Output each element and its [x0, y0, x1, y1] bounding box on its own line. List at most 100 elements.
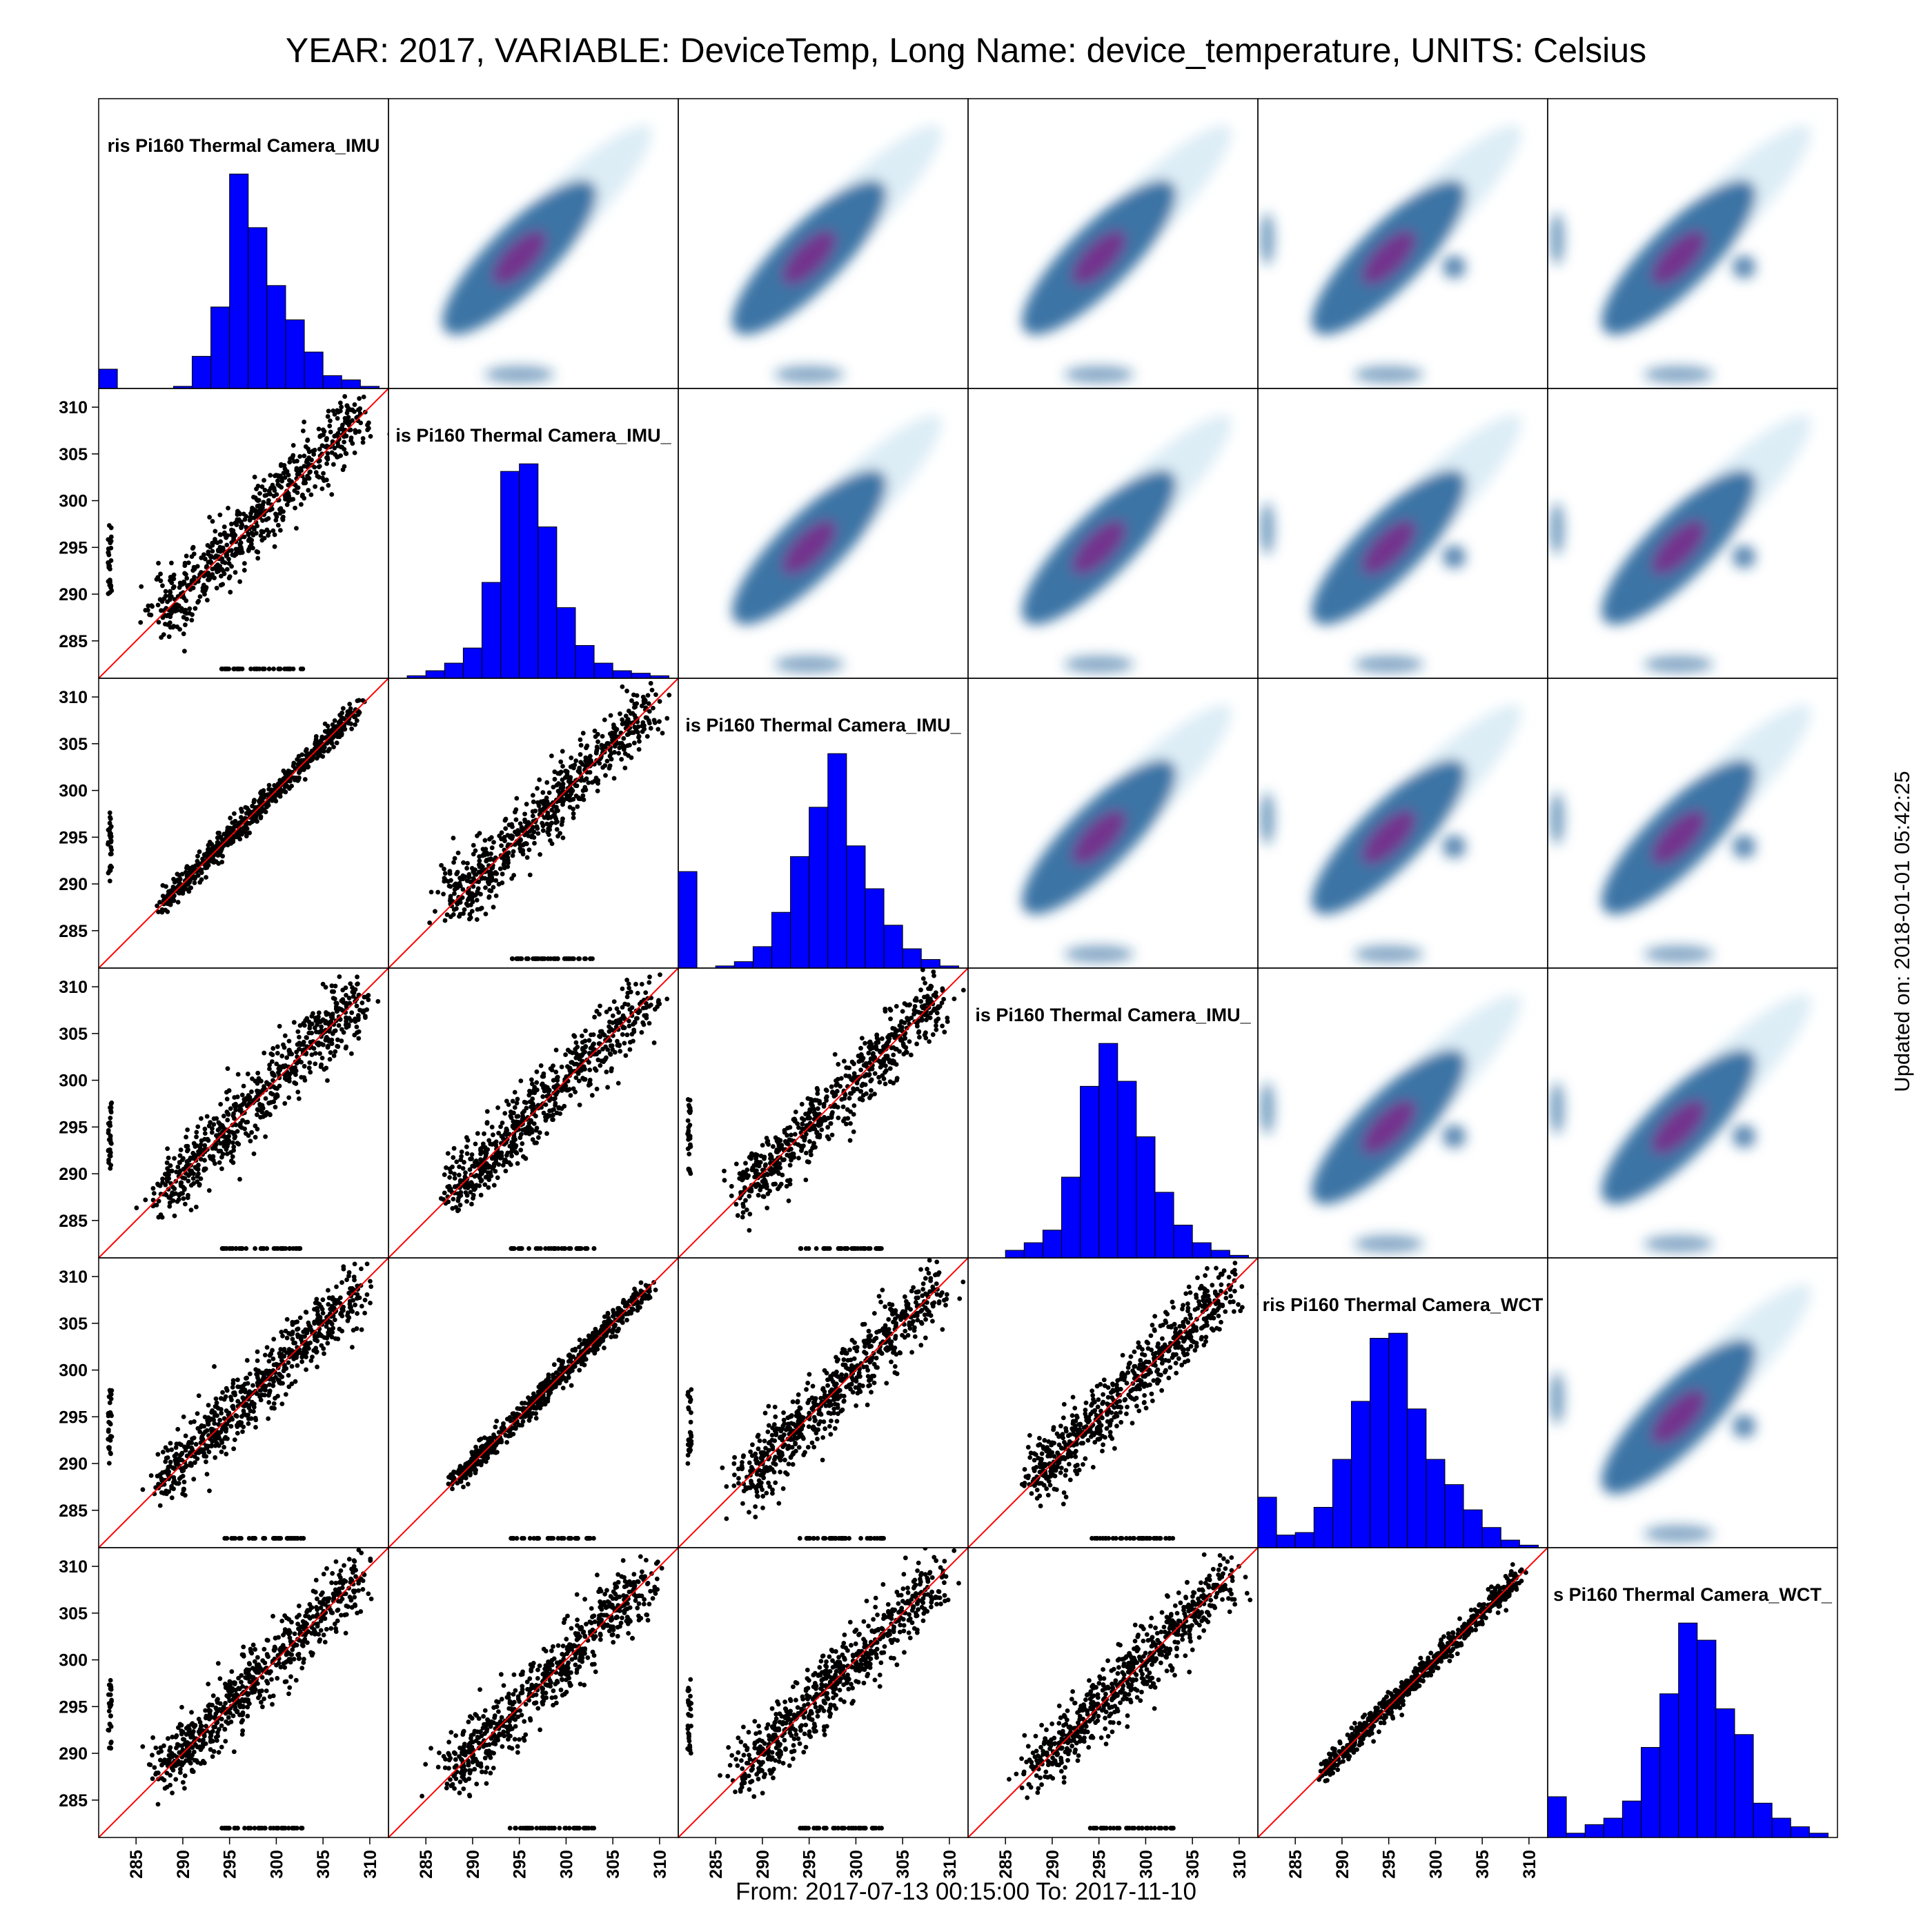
histogram-bar	[359, 386, 379, 388]
y-tick-label: 295	[59, 1118, 88, 1137]
identity-line	[388, 1258, 678, 1548]
histogram-bar	[1548, 1796, 1567, 1837]
x-tick-label: 290	[464, 1850, 483, 1879]
identity-line	[99, 388, 388, 678]
histogram-bar	[1444, 1484, 1464, 1548]
histogram-bar	[612, 670, 632, 678]
x-tick-label: 300	[1426, 1850, 1446, 1879]
histogram-bar	[462, 647, 482, 678]
panel-r5-c2	[388, 1258, 678, 1548]
y-tick-label: 285	[59, 1212, 88, 1231]
panel-r4-c1	[99, 968, 388, 1258]
panel-r6-c1	[99, 1548, 388, 1837]
x-tick-label: 300	[267, 1850, 286, 1879]
density-cloud	[1550, 994, 1811, 1253]
y-tick-label: 295	[59, 1697, 88, 1717]
identity-line	[99, 678, 388, 968]
histogram-bar	[556, 607, 576, 678]
histogram-bar	[1678, 1622, 1698, 1837]
identity-line	[968, 1258, 1258, 1548]
y-tick-label: 300	[59, 782, 88, 801]
panel-r3-c1	[99, 678, 388, 968]
identity-line	[99, 1548, 388, 1837]
histogram-bar	[1192, 1242, 1212, 1258]
scatter-points	[106, 394, 388, 671]
histogram-bar	[1790, 1826, 1810, 1837]
histogram-bar	[1697, 1639, 1717, 1837]
y-tick-label: 300	[59, 1651, 88, 1670]
variable-label: is Pi160 Thermal Camera_IMU_	[685, 715, 961, 736]
panel-r1-c6	[1550, 125, 1811, 384]
x-tick-label: 295	[1090, 1850, 1110, 1879]
histogram-bar	[1350, 1401, 1371, 1548]
histogram-bar	[1042, 1230, 1062, 1258]
histogram-bar	[1173, 1224, 1193, 1258]
variable-label: ris Pi160 Thermal Camera_IMU	[108, 135, 380, 156]
panel-r2-c6	[1550, 415, 1811, 673]
panel-r2-c1	[99, 388, 388, 678]
x-tick-label: 305	[1473, 1850, 1492, 1879]
density-cloud	[1021, 415, 1232, 673]
x-tick-label: 295	[800, 1850, 820, 1879]
x-tick-label: 305	[1183, 1850, 1203, 1879]
y-tick-label: 305	[59, 1604, 88, 1624]
panel-r1-c2	[442, 125, 652, 384]
histogram-bar	[1500, 1539, 1520, 1548]
histogram-bar	[1481, 1527, 1501, 1548]
updated-note: Updated on: 2018-01-01 05:42:25	[1890, 771, 1914, 1092]
histogram-bar	[790, 856, 810, 968]
panel-r3-c5	[1260, 704, 1521, 963]
histogram-bar	[1753, 1802, 1773, 1837]
scatter-points	[685, 1258, 966, 1541]
scatter-points	[1007, 1552, 1253, 1831]
y-tick-label: 305	[59, 445, 88, 464]
density-cloud	[731, 125, 942, 384]
histogram-bar	[248, 227, 268, 388]
histogram-bar	[1808, 1833, 1828, 1837]
panel-r4-c6	[1550, 994, 1811, 1253]
y-tick-label: 305	[59, 1025, 88, 1044]
histogram-bar	[1294, 1532, 1314, 1548]
panel-r4-c3	[678, 968, 968, 1258]
panel-r2-c4	[1021, 415, 1232, 673]
histogram-bar	[1258, 1497, 1277, 1548]
histogram-bar	[322, 375, 342, 388]
date-range-footer: From: 2017-07-13 00:15:00 To: 2017-11-10	[735, 1878, 1197, 1905]
histogram-bar	[444, 662, 464, 678]
y-tick-label: 290	[59, 1744, 88, 1764]
histogram-bar	[1313, 1506, 1333, 1548]
y-tick-label: 300	[59, 492, 88, 511]
y-tick-label: 285	[59, 632, 88, 651]
y-tick-label: 310	[59, 688, 88, 707]
density-cloud	[1550, 125, 1811, 384]
histogram-bar	[1061, 1176, 1081, 1258]
histogram-bar	[1715, 1708, 1735, 1837]
histogram-bar	[1603, 1817, 1623, 1837]
histogram-bar	[1136, 1136, 1156, 1258]
panel-r3-c6	[1550, 704, 1811, 963]
x-tick-label: 290	[1333, 1850, 1352, 1879]
histogram-bar	[1407, 1408, 1427, 1548]
histogram-bar	[809, 807, 829, 968]
x-tick-label: 295	[1380, 1850, 1399, 1879]
x-tick-label: 285	[996, 1850, 1016, 1879]
scatter-points	[106, 1548, 374, 1831]
density-cloud	[1021, 704, 1232, 963]
chart-title: YEAR: 2017, VARIABLE: DeviceTemp, Long N…	[285, 31, 1647, 70]
density-cloud	[442, 125, 652, 384]
histogram-bar	[733, 961, 753, 968]
histogram-bar	[1332, 1459, 1352, 1548]
histogram-bar	[1771, 1817, 1791, 1837]
scatter-points	[420, 1554, 664, 1831]
histogram-bar	[1426, 1459, 1446, 1548]
histogram-bar	[1370, 1338, 1390, 1548]
histogram-bar	[1023, 1242, 1043, 1258]
y-tick-label: 300	[59, 1361, 88, 1381]
x-tick-label: 310	[651, 1850, 670, 1879]
histogram-bar	[481, 582, 502, 678]
histogram-bar	[1154, 1192, 1174, 1258]
panel-r3-c2	[388, 678, 678, 968]
histogram-bar	[678, 871, 698, 968]
y-tick-label: 290	[59, 585, 88, 604]
